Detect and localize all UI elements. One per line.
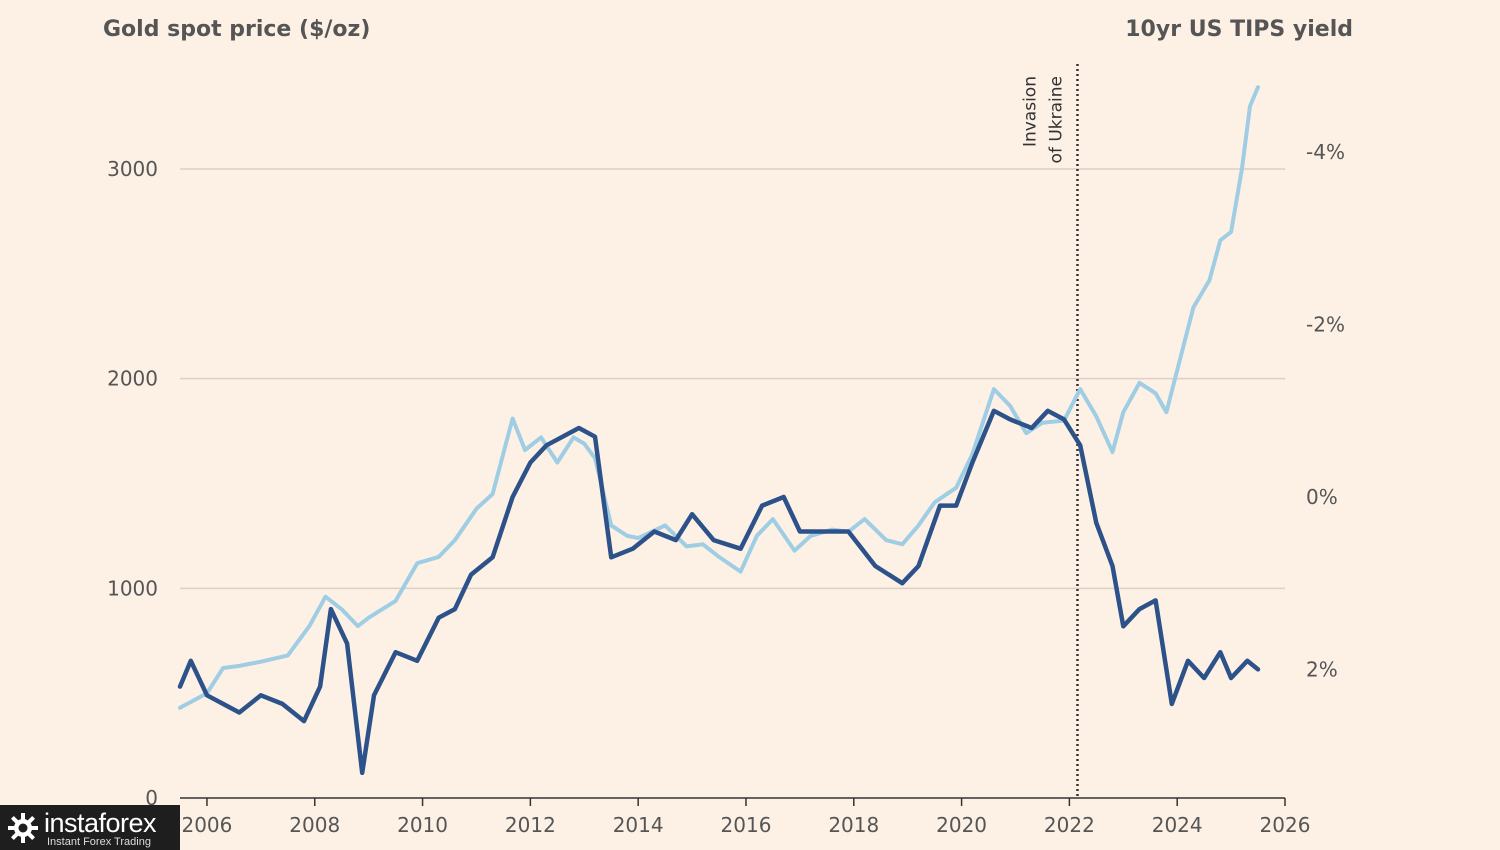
x-tick-label: 2006	[181, 813, 232, 837]
x-tick-label: 2010	[397, 813, 448, 837]
gear-logo-icon	[8, 813, 38, 843]
gold-price-line	[178, 85, 1260, 710]
right-axis-title: 10yr US TIPS yield	[1125, 17, 1353, 42]
annotation-text: Invasion	[1020, 76, 1040, 147]
x-axis-ticks: 2006 2008 2010 2012 2014 2016 2018 2020 2022 2024…	[181, 798, 1310, 837]
right-tick-label: -2%	[1306, 313, 1345, 337]
ukraine-annotation: Invasion of Ukraine	[1020, 64, 1079, 798]
right-tick-label: 2%	[1306, 657, 1338, 681]
x-tick-label: 2022	[1044, 813, 1095, 837]
left-axis-ticks: 0 1000 2000 3000	[107, 157, 158, 810]
x-tick-label: 2016	[721, 813, 772, 837]
x-tick-label: 2018	[828, 813, 879, 837]
x-tick-label: 2014	[613, 813, 664, 837]
right-tick-label: 0%	[1306, 485, 1338, 509]
x-tick-label: 2012	[505, 813, 556, 837]
series-lines	[177, 85, 1261, 776]
logo-name: instaforex	[44, 808, 157, 838]
left-tick-label: 0	[145, 786, 158, 810]
tips-yield-line	[177, 408, 1261, 776]
x-tick-label: 2008	[289, 813, 340, 837]
right-tick-label: -4%	[1306, 140, 1345, 164]
right-axis-ticks: -4% -2% 0% 2%	[1306, 140, 1345, 681]
left-tick-label: 1000	[107, 576, 158, 600]
instaforex-logo: instaforex Instant Forex Trading	[0, 805, 180, 850]
left-axis-title: Gold spot price ($/oz)	[103, 17, 370, 42]
x-tick-label: 2026	[1260, 813, 1311, 837]
logo-tagline: Instant Forex Trading	[47, 836, 151, 848]
x-tick-label: 2020	[936, 813, 987, 837]
x-tick-label: 2024	[1152, 813, 1203, 837]
gridlines	[180, 168, 1285, 799]
left-tick-label: 2000	[107, 367, 158, 391]
left-tick-label: 3000	[107, 157, 158, 181]
annotation-text: of Ukraine	[1046, 76, 1066, 163]
